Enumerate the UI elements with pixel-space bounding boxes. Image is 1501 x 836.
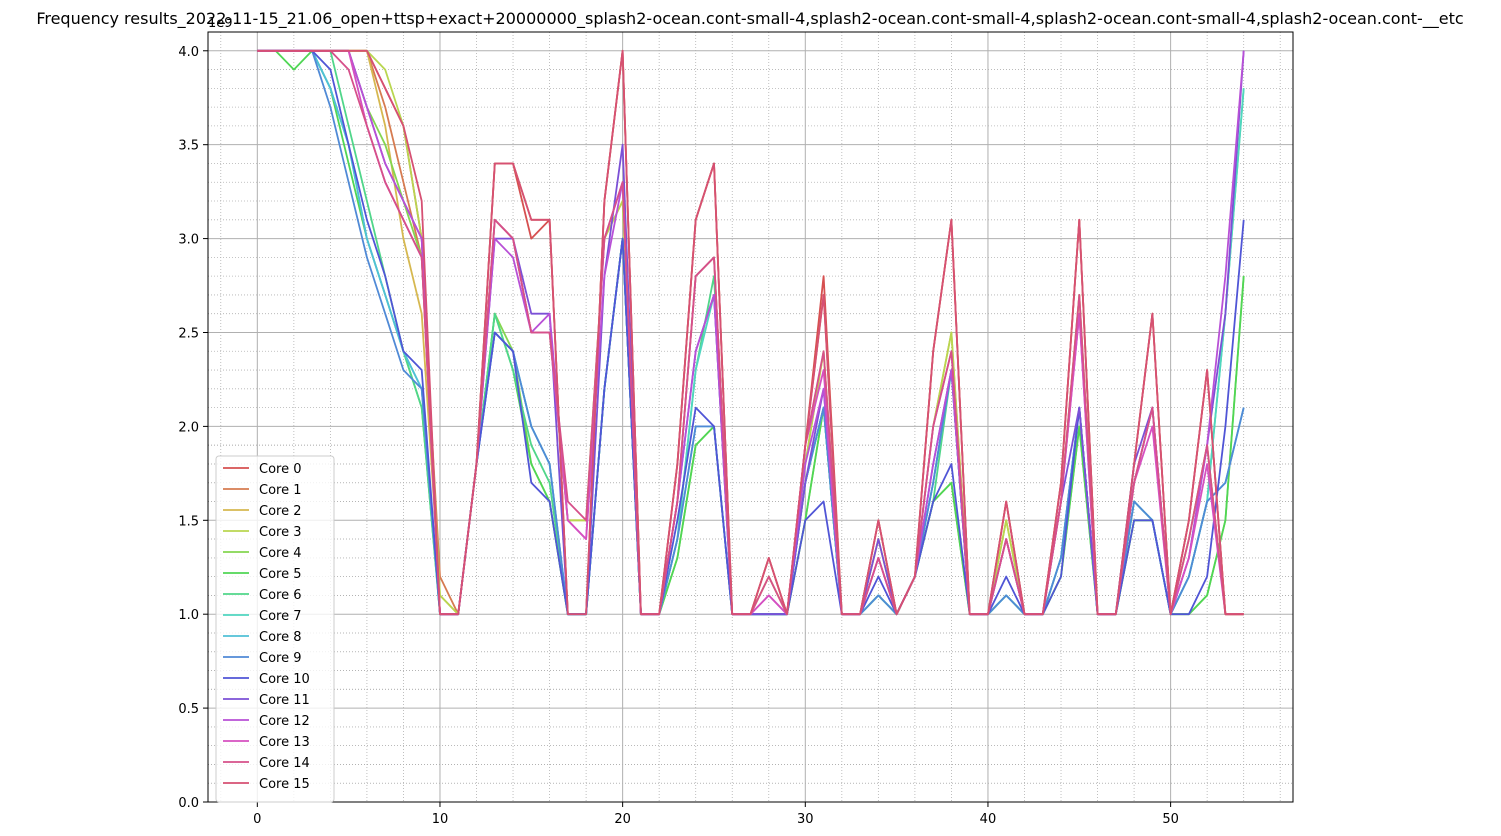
legend-label: Core 11: [259, 693, 310, 708]
legend-label: Core 12: [259, 714, 310, 729]
x-tick-label: 0: [253, 812, 261, 827]
plot-area: 0 10 20 30 40 50 0.0 0.5 1.0 1.5 2.0 2.5 3.0 3.5 4.0 Co…: [178, 31, 1294, 827]
legend-box: [215, 455, 335, 803]
series-line: [257, 49, 1244, 616]
legend-label: Core 1: [259, 483, 302, 498]
legend-label: Core 14: [259, 756, 310, 771]
x-tick-label: 40: [980, 812, 997, 827]
y-tick-label: 4.0: [178, 45, 199, 60]
y-tick-label: 2.5: [178, 326, 199, 341]
legend-label: Core 7: [259, 609, 302, 624]
legend-label: Core 8: [259, 630, 302, 645]
y-tick-label: 1.0: [178, 608, 199, 623]
legend-label: Core 6: [259, 588, 302, 603]
legend-label: Core 13: [259, 735, 310, 750]
legend-label: Core 9: [259, 651, 302, 666]
y-tick-label: 3.5: [178, 139, 199, 154]
legend-label: Core 3: [259, 525, 302, 540]
legend-label: Core 10: [259, 672, 310, 687]
legend-label: Core 0: [259, 462, 302, 477]
legend-label: Core 5: [259, 567, 302, 582]
legend-label: Core 4: [259, 546, 302, 561]
x-tick-label: 10: [432, 812, 449, 827]
y-axis-offset-label: 1e9: [208, 16, 233, 31]
axes-frame: [207, 31, 1294, 803]
y-tick-label: 0.0: [178, 796, 199, 811]
chart-title: Frequency results_2022-11-15_21.06_open+…: [36, 9, 1463, 29]
y-tick-label: 2.0: [178, 420, 199, 435]
x-tick-label: 50: [1162, 812, 1179, 827]
y-tick-label: 3.0: [178, 233, 199, 248]
x-tick-label: 30: [797, 812, 814, 827]
x-tick-label: 20: [614, 812, 631, 827]
y-tick-label: 1.5: [178, 514, 199, 529]
y-tick-label: 0.5: [178, 702, 199, 717]
legend-label: Core 2: [259, 504, 302, 519]
legend-label: Core 15: [259, 777, 310, 792]
